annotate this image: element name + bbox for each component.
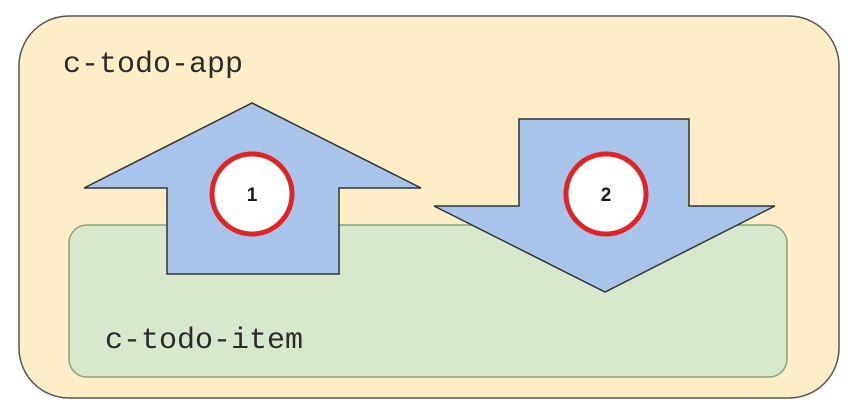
data-down-arrow: 2 [433,118,776,293]
step-badge-2 [563,151,649,237]
step-badge-1 [209,151,295,237]
step-badge-1-number: 1 [247,185,258,206]
todo-item-label: c-todo-item [105,324,303,358]
todo-app-label: c-todo-app [63,48,243,82]
step-badge-2-number: 2 [601,185,612,206]
event-up-arrow: 1 [83,102,422,275]
